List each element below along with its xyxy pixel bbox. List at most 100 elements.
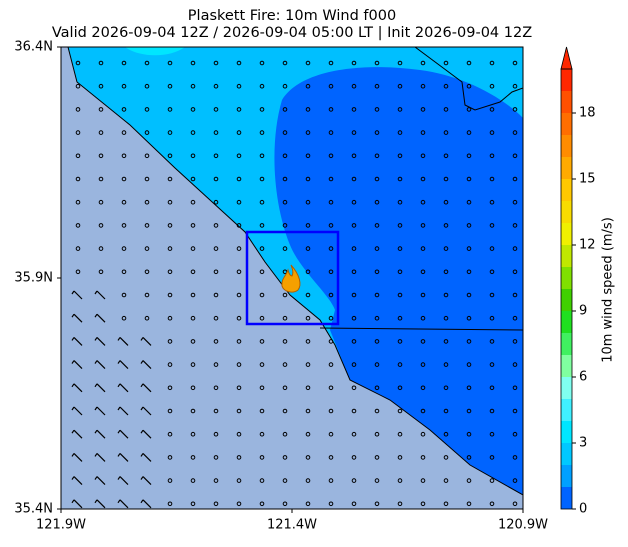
calm-marker — [489, 362, 495, 367]
y-tick-label: 35.9N — [14, 271, 53, 286]
wind-barb — [117, 336, 129, 346]
calm-marker — [259, 153, 265, 159]
colorbar-tick-label: 6 — [579, 370, 587, 385]
calm-marker — [328, 60, 334, 66]
wind-barb — [117, 360, 129, 370]
calm-marker — [420, 339, 426, 344]
calm-marker — [144, 246, 150, 251]
calm-marker — [328, 83, 334, 89]
calm-marker — [305, 223, 311, 228]
calm-marker — [213, 246, 219, 251]
calm-marker — [328, 292, 334, 298]
calm-marker — [98, 83, 104, 89]
calm-marker — [351, 292, 357, 298]
calm-marker — [259, 455, 265, 460]
calm-marker — [282, 431, 288, 437]
calm-marker — [213, 362, 219, 367]
calm-marker — [489, 339, 495, 344]
calm-marker — [121, 83, 127, 89]
wind-barb — [71, 476, 83, 486]
wind-barb — [140, 476, 152, 486]
calm-marker — [443, 269, 449, 275]
calm-marker — [420, 83, 426, 89]
wind-barb — [94, 476, 106, 486]
calm-marker — [236, 431, 242, 437]
wind-barb — [71, 406, 83, 416]
county-line — [319, 327, 523, 331]
calm-marker — [190, 60, 196, 66]
calm-marker — [213, 292, 219, 298]
calm-marker — [328, 269, 334, 275]
calm-marker — [351, 130, 357, 135]
calm-marker — [443, 362, 449, 367]
calm-marker — [259, 315, 265, 321]
calm-marker — [512, 292, 518, 298]
calm-marker — [328, 385, 334, 391]
calm-marker — [190, 269, 196, 275]
calm-marker — [328, 130, 334, 135]
calm-marker — [305, 315, 311, 321]
calm-marker — [190, 292, 196, 298]
wind-barb — [94, 452, 106, 462]
calm-marker — [259, 478, 265, 483]
calm-marker — [98, 246, 104, 251]
wind-barb — [94, 290, 106, 300]
calm-marker — [420, 478, 426, 483]
calm-marker — [121, 292, 127, 298]
calm-marker — [466, 153, 472, 159]
calm-marker — [397, 362, 403, 367]
calm-marker — [98, 130, 104, 135]
calm-marker — [98, 223, 104, 228]
calm-marker — [420, 176, 426, 182]
calm-marker — [351, 246, 357, 251]
calm-marker — [466, 478, 472, 483]
calm-marker — [512, 223, 518, 228]
calm-marker — [236, 408, 242, 414]
wind-barb — [117, 476, 129, 486]
calm-marker — [512, 153, 518, 159]
calm-marker — [443, 153, 449, 159]
calm-marker — [397, 246, 403, 251]
calm-marker — [374, 153, 380, 159]
calm-marker — [236, 292, 242, 298]
calm-marker — [328, 176, 334, 182]
wind-barb — [140, 406, 152, 416]
calm-marker — [443, 501, 449, 507]
calm-marker — [374, 478, 380, 483]
calm-marker — [351, 176, 357, 182]
calm-marker — [98, 176, 104, 182]
calm-marker — [489, 385, 495, 391]
calm-marker — [167, 269, 173, 275]
calm-marker — [351, 501, 357, 507]
colorbar-band — [561, 421, 572, 443]
y-tick-label: 36.4N — [14, 40, 53, 55]
calm-marker — [328, 315, 334, 321]
calm-marker — [489, 176, 495, 182]
calm-marker — [167, 455, 173, 460]
calm-marker — [190, 362, 196, 367]
calm-marker — [282, 130, 288, 135]
calm-marker — [236, 385, 242, 391]
calm-marker — [75, 246, 81, 251]
wind-barb — [71, 429, 83, 439]
calm-marker — [351, 223, 357, 228]
calm-marker — [259, 385, 265, 391]
calm-marker — [351, 455, 357, 460]
map-area — [61, 47, 523, 509]
calm-marker — [259, 83, 265, 89]
calm-marker — [167, 130, 173, 135]
calm-marker — [443, 431, 449, 437]
y-tick-label: 35.4N — [14, 502, 53, 517]
calm-marker — [190, 501, 196, 507]
wind-barb — [94, 429, 106, 439]
calm-marker — [121, 130, 127, 135]
calm-marker — [236, 83, 242, 89]
calm-marker — [420, 501, 426, 507]
calm-marker — [466, 501, 472, 507]
calm-marker — [259, 431, 265, 437]
calm-marker — [512, 60, 518, 66]
calm-marker — [489, 199, 495, 205]
calm-marker — [328, 408, 334, 414]
calm-marker — [466, 292, 472, 298]
calm-marker — [121, 176, 127, 182]
